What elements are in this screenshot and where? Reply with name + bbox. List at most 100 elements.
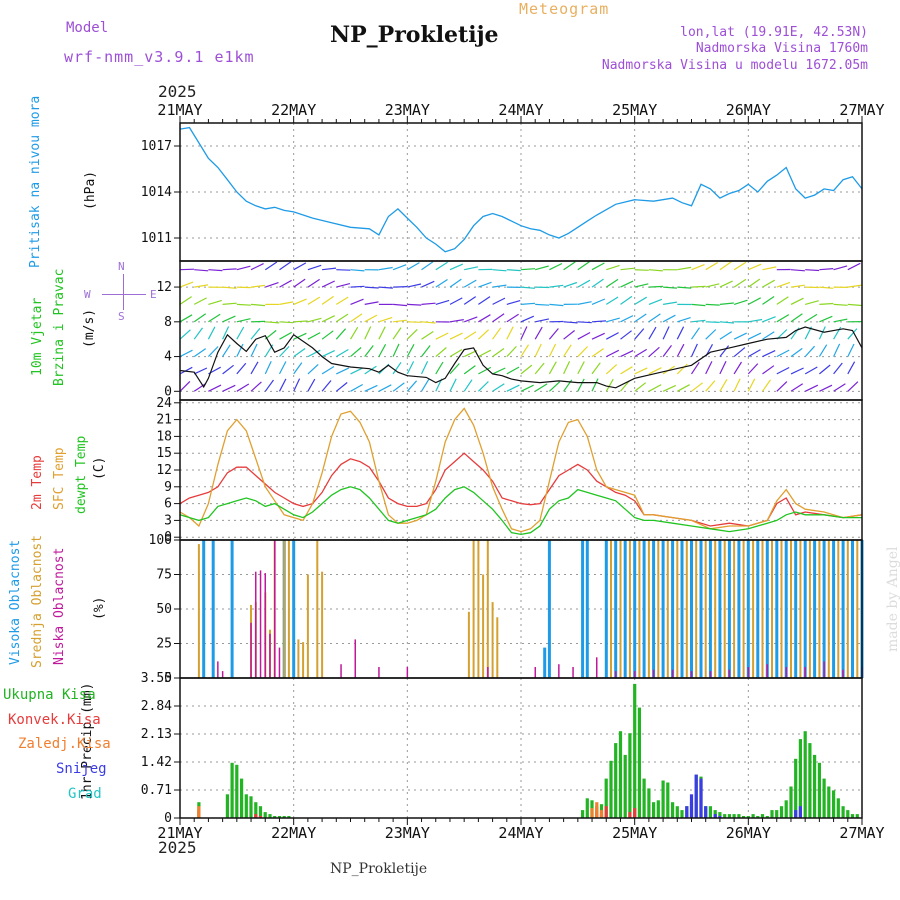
wind-arrow bbox=[322, 267, 337, 271]
wind-arrow bbox=[293, 298, 307, 305]
precip-bar bbox=[713, 810, 717, 818]
cloud-bar bbox=[230, 540, 234, 678]
wind-arrow bbox=[421, 345, 431, 357]
wind-arrow bbox=[833, 343, 841, 357]
wind-arrow bbox=[378, 316, 393, 323]
precip-bar bbox=[652, 802, 656, 818]
wind-arrow bbox=[648, 346, 660, 358]
wind-arrow bbox=[250, 303, 266, 307]
compass-e: E bbox=[150, 288, 157, 301]
wind-arrow bbox=[392, 382, 405, 392]
wind-arrow bbox=[748, 318, 763, 323]
wind-arrow bbox=[719, 302, 734, 305]
cloud-bar bbox=[491, 602, 494, 678]
temp-ytick-label: 18 bbox=[156, 429, 172, 444]
wind-arrow bbox=[435, 361, 444, 375]
wind-arrow bbox=[804, 345, 816, 358]
wind-arrow bbox=[250, 343, 258, 357]
wind-arrow bbox=[392, 343, 400, 357]
wind-arrow bbox=[406, 262, 420, 271]
legend-snow: Snijeg bbox=[56, 761, 107, 777]
wind-arrow bbox=[705, 321, 720, 323]
wind-arrow bbox=[762, 296, 775, 305]
cloud-ytick-label: 0 bbox=[164, 671, 172, 686]
precip-bar bbox=[282, 816, 286, 818]
cloud-bar bbox=[832, 540, 836, 678]
wind-arrow bbox=[449, 319, 464, 323]
wind-arrow bbox=[648, 367, 662, 375]
wind-arrow bbox=[321, 280, 335, 288]
wind-arrow bbox=[449, 378, 457, 392]
cloud-bar bbox=[808, 540, 811, 678]
wind-arrow bbox=[563, 344, 572, 357]
cloud-bar bbox=[255, 571, 257, 678]
wind-arrow bbox=[805, 300, 819, 305]
precip-ytick-label: 2.13 bbox=[141, 727, 172, 742]
wind-arrow bbox=[435, 278, 448, 288]
cloud-bar bbox=[799, 540, 802, 678]
wind-arrow bbox=[179, 380, 191, 392]
wind-arrow bbox=[677, 266, 692, 271]
wind-arrow bbox=[691, 327, 700, 340]
wind-arrow bbox=[407, 283, 422, 288]
cloud-bar bbox=[671, 669, 674, 678]
precip-bar bbox=[775, 810, 779, 818]
wind-arrow bbox=[634, 382, 647, 392]
wind-arrow bbox=[634, 328, 645, 340]
wind-arrow bbox=[605, 278, 619, 288]
wind-arrow bbox=[804, 384, 819, 392]
wind-arrow bbox=[279, 331, 292, 340]
wind-arrow bbox=[478, 366, 492, 375]
cloud-bar bbox=[264, 573, 266, 678]
precip-bar bbox=[628, 812, 632, 818]
wind-arrow bbox=[492, 284, 507, 288]
wind-arrow bbox=[350, 383, 363, 392]
cloud-bar bbox=[628, 540, 631, 678]
cloud-bar bbox=[297, 639, 300, 678]
cloud-bar bbox=[766, 664, 768, 678]
wind-arrow bbox=[307, 363, 319, 375]
wind-arrow bbox=[591, 332, 605, 340]
x-tick-label-bottom: 25MAY bbox=[612, 824, 657, 842]
wind-arrow bbox=[819, 268, 834, 271]
cloud-ytick-label: 75 bbox=[156, 568, 172, 583]
wind-arrow bbox=[293, 332, 307, 340]
cloud-bar bbox=[727, 540, 731, 678]
temp-line-sfc-temp bbox=[179, 407, 863, 533]
wind-ytick-label: 8 bbox=[164, 315, 172, 330]
precip-bar bbox=[841, 806, 845, 818]
wind-arrow bbox=[222, 302, 237, 305]
wind-arrow bbox=[634, 367, 648, 375]
wind-arrow bbox=[265, 321, 280, 324]
wind-arrow bbox=[762, 379, 771, 392]
wind-arrow bbox=[804, 313, 818, 323]
wind-arrow bbox=[833, 362, 843, 375]
cloud-bar bbox=[274, 540, 276, 678]
precip-bar bbox=[604, 778, 608, 818]
wind-arrow bbox=[335, 328, 347, 340]
wind-arrow bbox=[293, 320, 308, 323]
wind-arrow bbox=[463, 365, 476, 375]
wind-arrow bbox=[762, 365, 775, 375]
wind-arrow bbox=[606, 349, 620, 358]
wind-arrow bbox=[506, 326, 514, 340]
wind-arrow bbox=[278, 361, 287, 375]
wind-arrow bbox=[393, 303, 408, 307]
wind-arrow bbox=[335, 348, 349, 358]
wind-arrow bbox=[776, 314, 790, 323]
wind-arrow bbox=[776, 349, 790, 358]
x-tick-label-bottom: 26MAY bbox=[726, 824, 771, 842]
precip-bar bbox=[827, 786, 831, 818]
precip-bar bbox=[277, 816, 282, 818]
wind-arrow bbox=[492, 269, 507, 272]
wind-arrow bbox=[676, 326, 685, 340]
wind-arrow bbox=[435, 347, 447, 358]
wind-arrow bbox=[691, 264, 705, 271]
wind-arrow bbox=[193, 327, 203, 340]
precip-bar bbox=[263, 812, 267, 818]
wind-arrow bbox=[691, 382, 703, 392]
x-tick-label-bottom: 24MAY bbox=[498, 824, 543, 842]
footer-title: NP_Prokletije bbox=[330, 861, 428, 877]
legend-conv-precip: Konvek.Kisa bbox=[8, 712, 101, 728]
precip-bar bbox=[604, 806, 608, 818]
